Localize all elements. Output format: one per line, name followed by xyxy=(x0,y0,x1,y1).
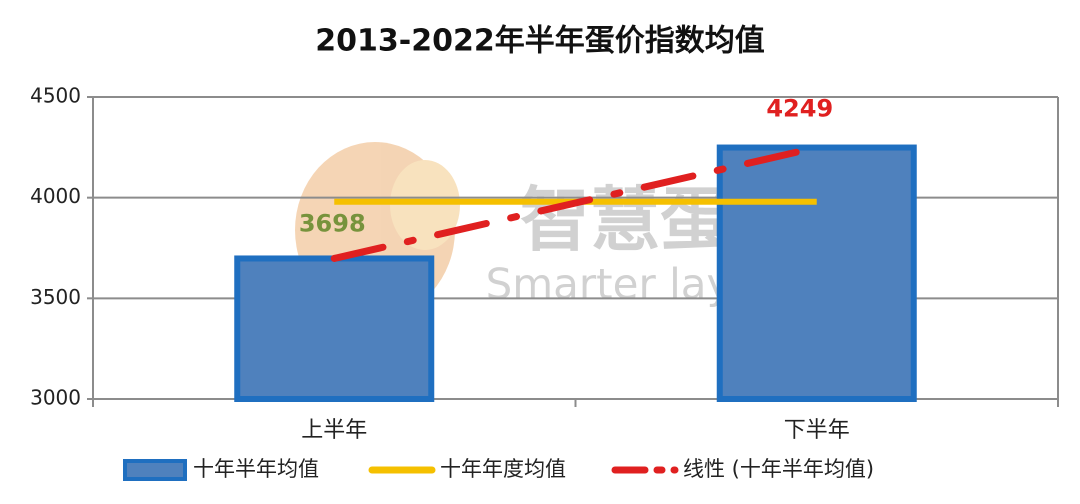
y-tick-label: 3000 xyxy=(30,386,81,410)
legend-label: 线性 (十年半年均值) xyxy=(683,457,874,481)
y-tick-label: 4500 xyxy=(30,84,81,108)
y-tick-label: 4000 xyxy=(30,184,81,208)
legend-swatch xyxy=(123,459,187,481)
x-tick-label: 上半年 xyxy=(301,418,367,443)
y-tick-label: 3500 xyxy=(30,285,81,309)
data-label: 3698 xyxy=(299,209,366,237)
x-tick-label: 下半年 xyxy=(784,418,850,443)
chart-title: 2013-2022年半年蛋价指数均值 xyxy=(315,24,764,59)
watermark-logo xyxy=(390,160,460,250)
bar xyxy=(716,144,917,402)
trend-line xyxy=(330,144,821,262)
legend-label: 十年年度均值 xyxy=(440,457,566,481)
bar xyxy=(234,255,435,402)
legend-label: 十年半年均值 xyxy=(193,457,319,481)
data-label: 4249 xyxy=(766,95,833,123)
